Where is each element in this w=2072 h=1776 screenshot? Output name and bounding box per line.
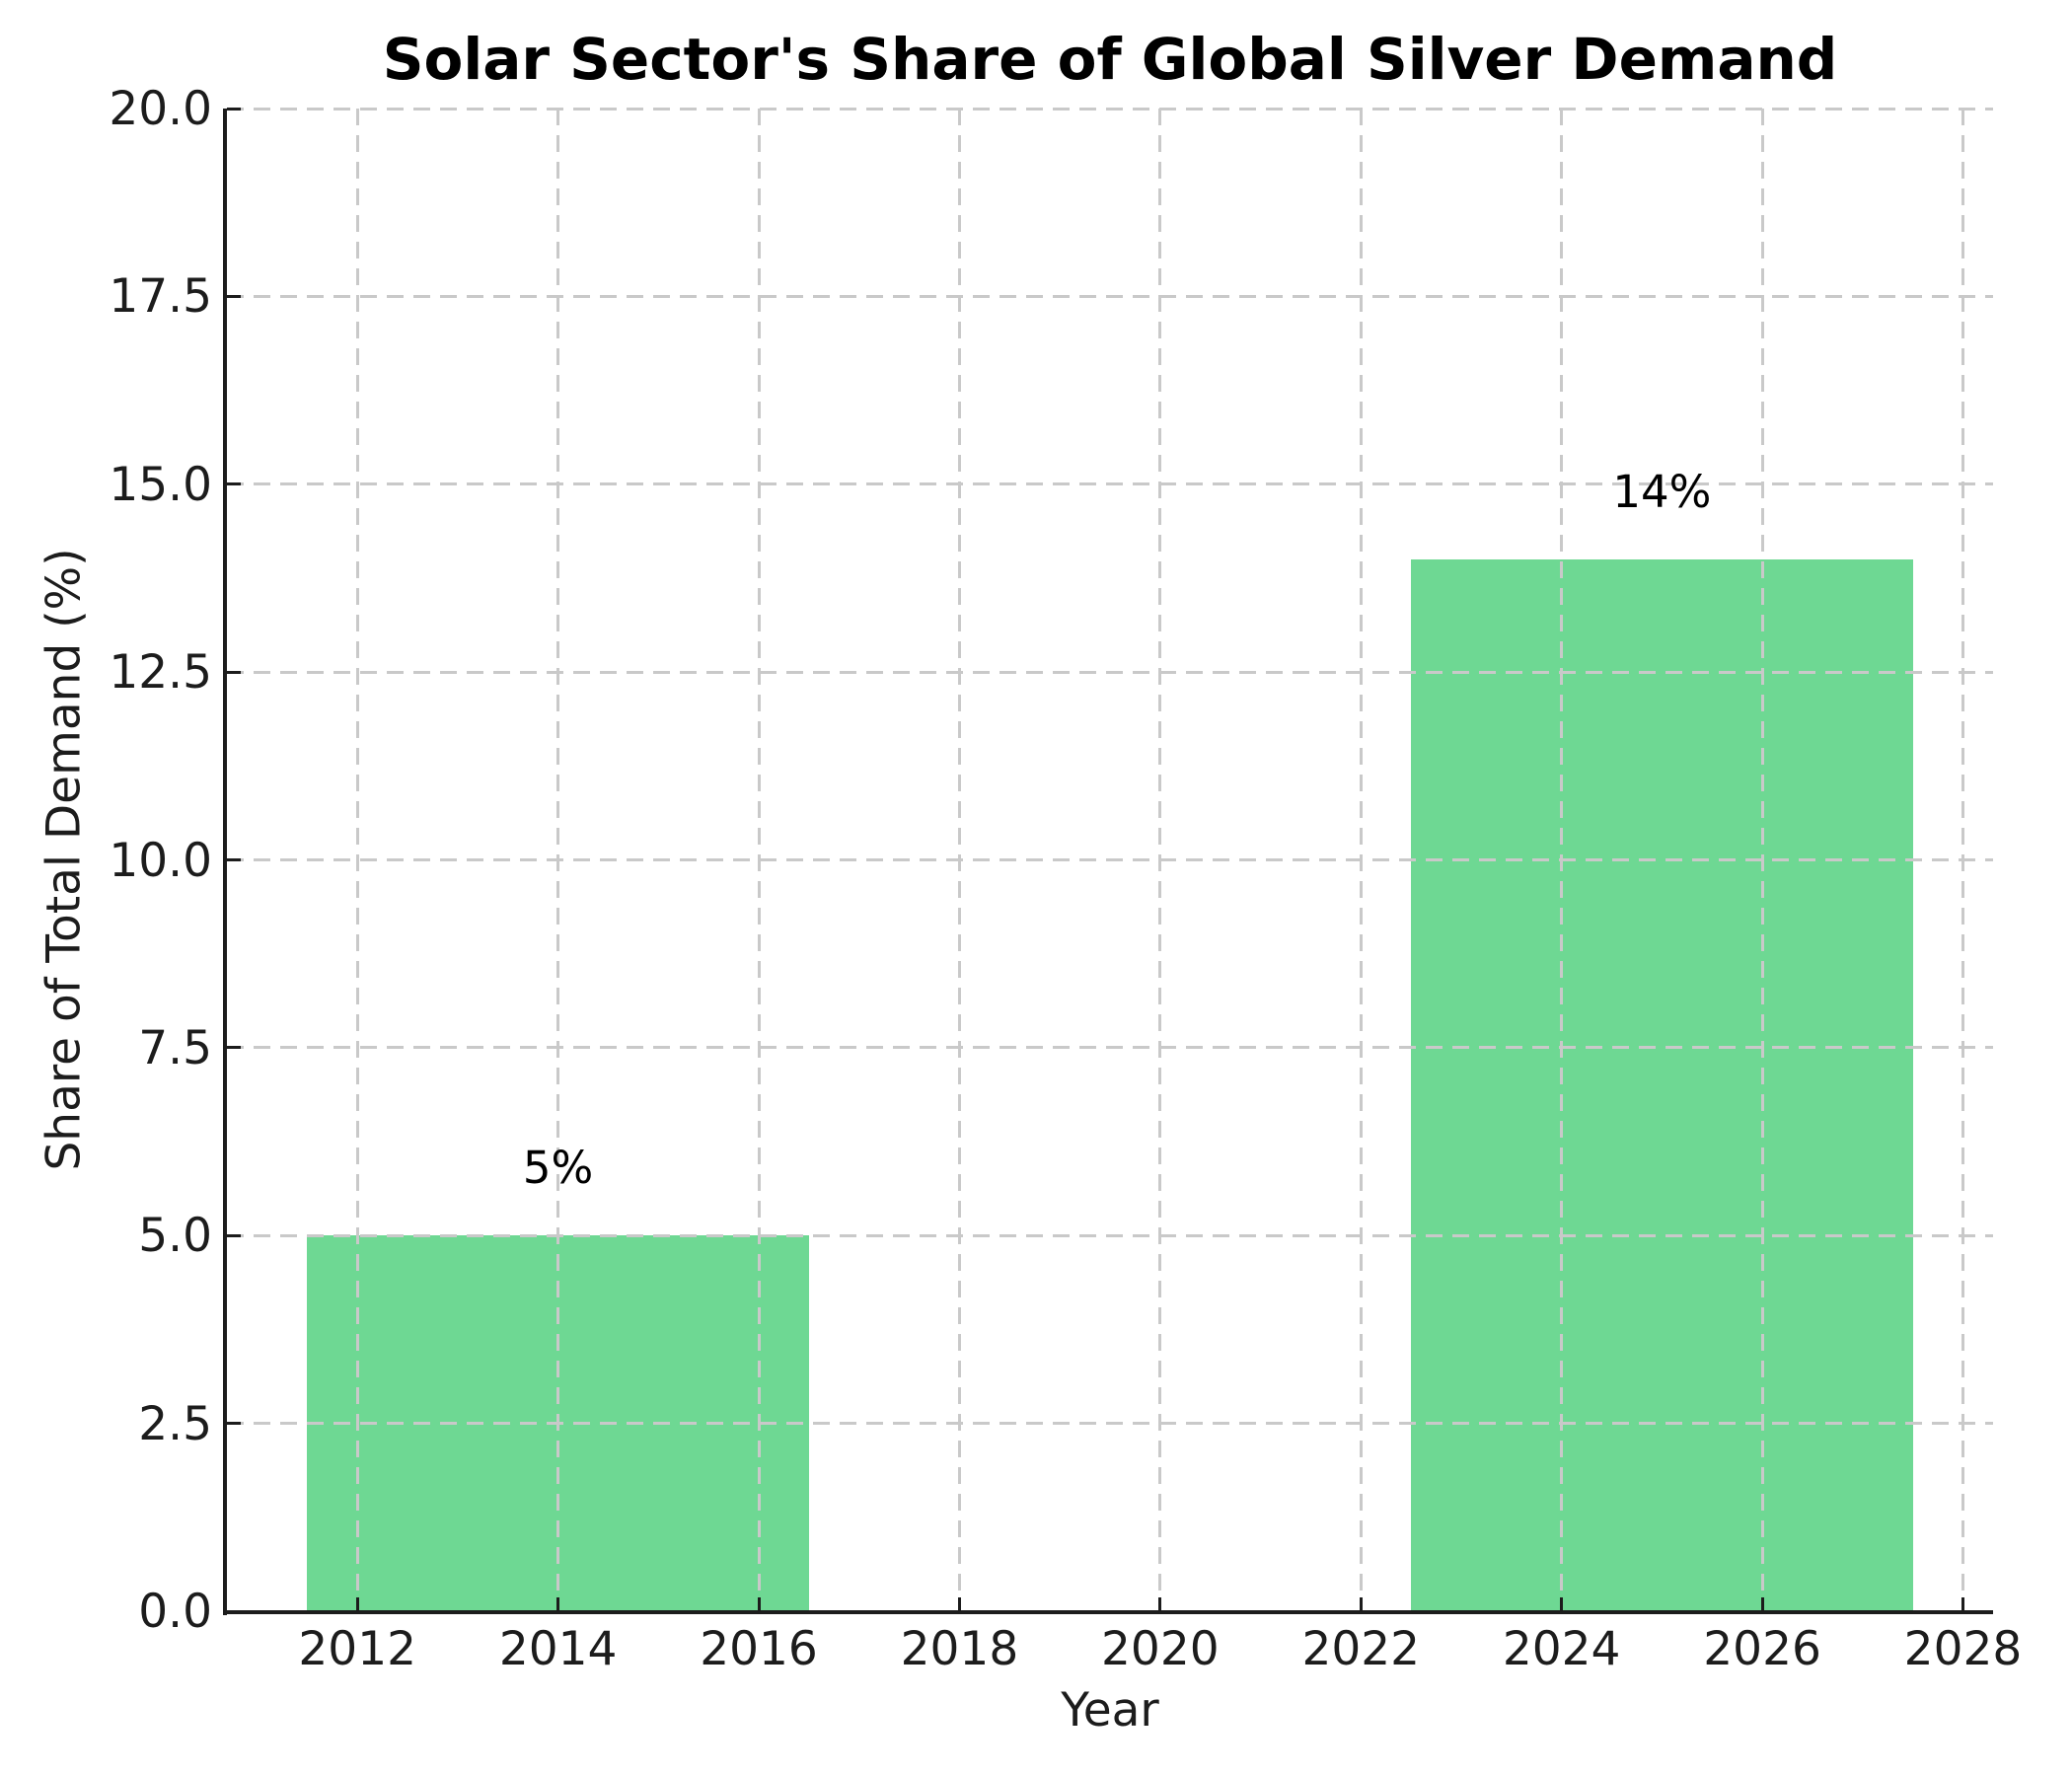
x-tick-label: 2018 [900,1622,1019,1676]
x-tick-label: 2014 [498,1622,618,1676]
gridline-vertical [355,109,359,1611]
y-tick [227,1233,241,1237]
y-tick-label: 17.5 [109,269,212,325]
x-tick-label: 2022 [1301,1622,1421,1676]
x-tick [757,1597,761,1611]
x-tick [1961,1597,1964,1611]
gridline-horizontal [227,1046,1993,1050]
gridline-vertical [1158,109,1162,1611]
y-tick-label: 0.0 [138,1585,212,1639]
x-tick-label: 2020 [1101,1622,1220,1676]
gridline-horizontal [227,1233,1993,1237]
x-tick [1359,1597,1363,1611]
gridline-horizontal [227,482,1993,486]
y-tick [227,1422,241,1426]
x-tick-label: 2016 [700,1622,818,1676]
y-axis-spine [223,109,227,1615]
y-tick-label: 2.5 [138,1396,212,1451]
y-tick-label: 15.0 [109,457,212,512]
gridline-vertical [957,109,961,1611]
x-tick [1560,1597,1564,1611]
x-tick-label: 2028 [1903,1622,2023,1676]
y-tick [227,858,241,861]
y-tick [227,482,241,486]
y-tick [227,670,241,674]
x-axis-spine [223,1610,1993,1614]
y-tick [227,107,241,111]
x-tick [957,1597,961,1611]
bar-value-label: 5% [522,1142,594,1195]
gridline-horizontal [227,107,1993,111]
gridline-vertical [1760,109,1764,1611]
y-tick [227,294,241,298]
y-tick-label: 10.0 [109,833,212,888]
x-axis-label: Year [1061,1683,1159,1738]
chart-title: Solar Sector's Share of Global Silver De… [382,26,1838,93]
gridline-vertical [1560,109,1564,1611]
y-tick-label: 7.5 [138,1020,212,1075]
y-tick-label: 5.0 [138,1209,212,1264]
x-tick [1158,1597,1162,1611]
y-tick [227,1046,241,1050]
y-tick-label: 20.0 [109,82,212,136]
gridline-vertical [556,109,560,1611]
x-tick [1760,1597,1764,1611]
gridline-vertical [1961,109,1964,1611]
x-tick-label: 2024 [1502,1622,1621,1676]
gridline-horizontal [227,858,1993,861]
gridline-horizontal [227,670,1993,674]
y-tick-label: 12.5 [109,645,212,701]
gridline-horizontal [227,1422,1993,1426]
x-tick-label: 2026 [1703,1622,1821,1676]
x-tick [556,1597,560,1611]
x-tick [355,1597,359,1611]
gridline-horizontal [227,294,1993,298]
gridline-vertical [1359,109,1363,1611]
gridline-vertical [757,109,761,1611]
x-tick-label: 2012 [298,1622,417,1676]
bar-value-label: 14% [1612,465,1712,518]
bar [1411,558,1913,1611]
